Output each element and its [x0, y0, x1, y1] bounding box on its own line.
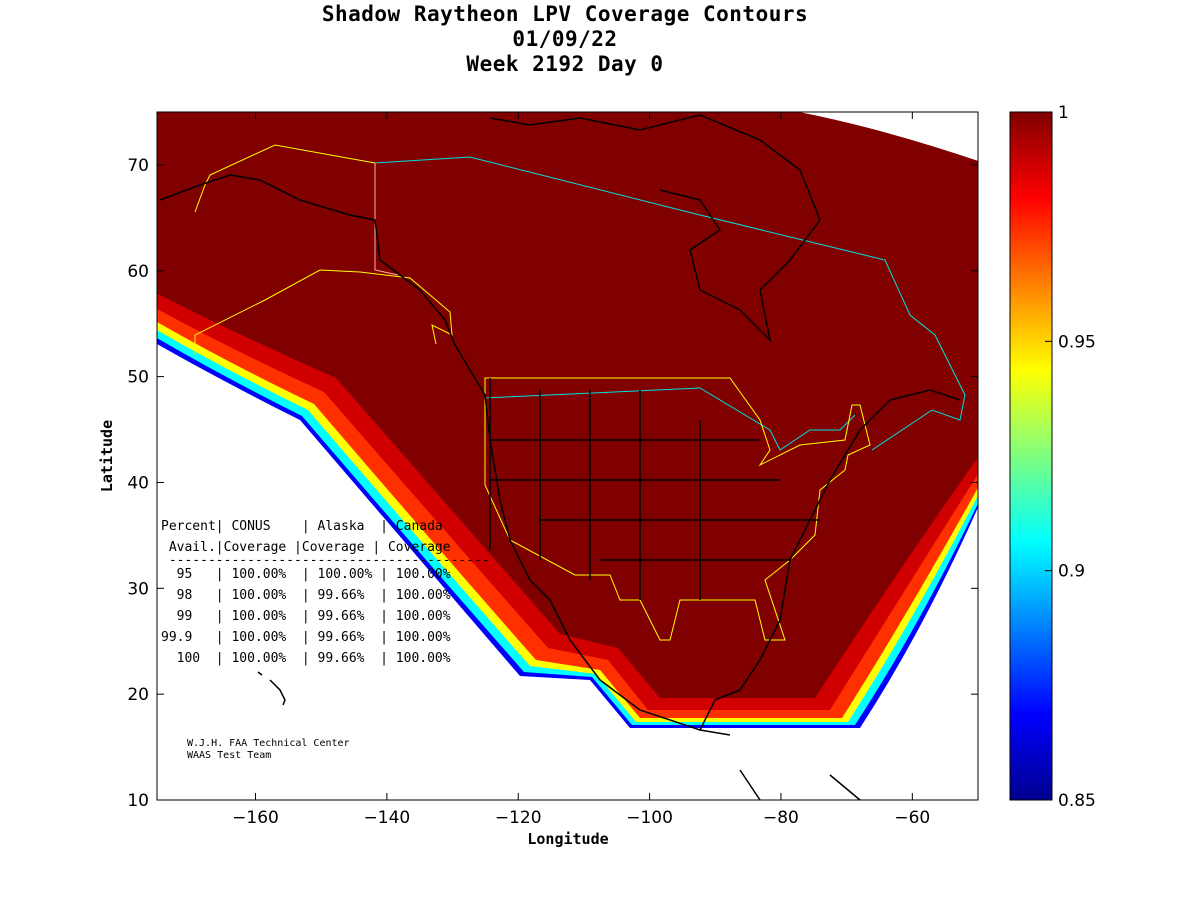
chart-title-line-1: Shadow Raytheon LPV Coverage Contours	[321, 2, 809, 26]
chart-title-week: Week 2192 Day 0	[466, 52, 664, 76]
y-tick-label: 30	[127, 579, 149, 599]
x-tick-label: −100	[626, 808, 673, 828]
x-tick-label: −120	[495, 808, 542, 828]
colorbar	[1009, 111, 1053, 801]
table-row: 99.9 | 100.00% | 99.66% | 100.00%	[161, 630, 451, 645]
table-row: 99 | 100.00% | 99.66% | 100.00%	[161, 609, 451, 624]
y-tick-label: 50	[127, 368, 149, 388]
colorbar-ticks: 0.85 0.9 0.95 1	[1045, 103, 1096, 811]
colorbar-tick-label: 1	[1058, 103, 1069, 123]
y-tick-label: 40	[127, 473, 149, 493]
coastlines	[159, 114, 961, 801]
table-divider: ----------------------------------------…	[161, 553, 490, 568]
colorbar-tick-label: 0.9	[1058, 562, 1085, 582]
x-axis: −160 −140 −120 −100 −80 −60	[232, 112, 930, 828]
y-tick-label: 70	[127, 156, 149, 176]
y-tick-label: 10	[127, 791, 149, 811]
coverage-table: Percent| CONUS | Alaska | Canada Avail.|…	[161, 516, 490, 669]
table-row: 100 | 100.00% | 99.66% | 100.00%	[161, 651, 451, 666]
y-axis: 10 20 30 40 50 60 70	[127, 156, 978, 811]
table-row: 98 | 100.00% | 99.66% | 100.00%	[161, 588, 451, 603]
x-tick-label: −60	[894, 808, 930, 828]
plot-frame	[156, 111, 979, 801]
credit-line-2: WAAS Test Team	[187, 750, 272, 761]
colorbar-tick-label: 0.95	[1058, 332, 1096, 352]
y-tick-label: 20	[127, 685, 149, 705]
y-tick-label: 60	[127, 262, 149, 282]
x-tick-label: −160	[232, 808, 279, 828]
table-row: 95 | 100.00% | 100.00% | 100.00%	[161, 567, 451, 582]
table-header: Percent| CONUS | Alaska | Canada	[161, 519, 443, 534]
x-axis-label: Longitude	[527, 830, 608, 848]
chart-title-date: 01/09/22	[512, 27, 618, 51]
credits: W.J.H. FAA Technical Center WAAS Test Tea…	[187, 738, 350, 762]
x-tick-label: −80	[763, 808, 799, 828]
y-axis-label: Latitude	[98, 420, 116, 492]
table-header: Avail.|Coverage |Coverage | Coverage	[161, 540, 451, 555]
x-tick-label: −140	[364, 808, 411, 828]
credit-line-1: W.J.H. FAA Technical Center	[187, 738, 350, 749]
colorbar-tick-label: 0.85	[1058, 791, 1096, 811]
